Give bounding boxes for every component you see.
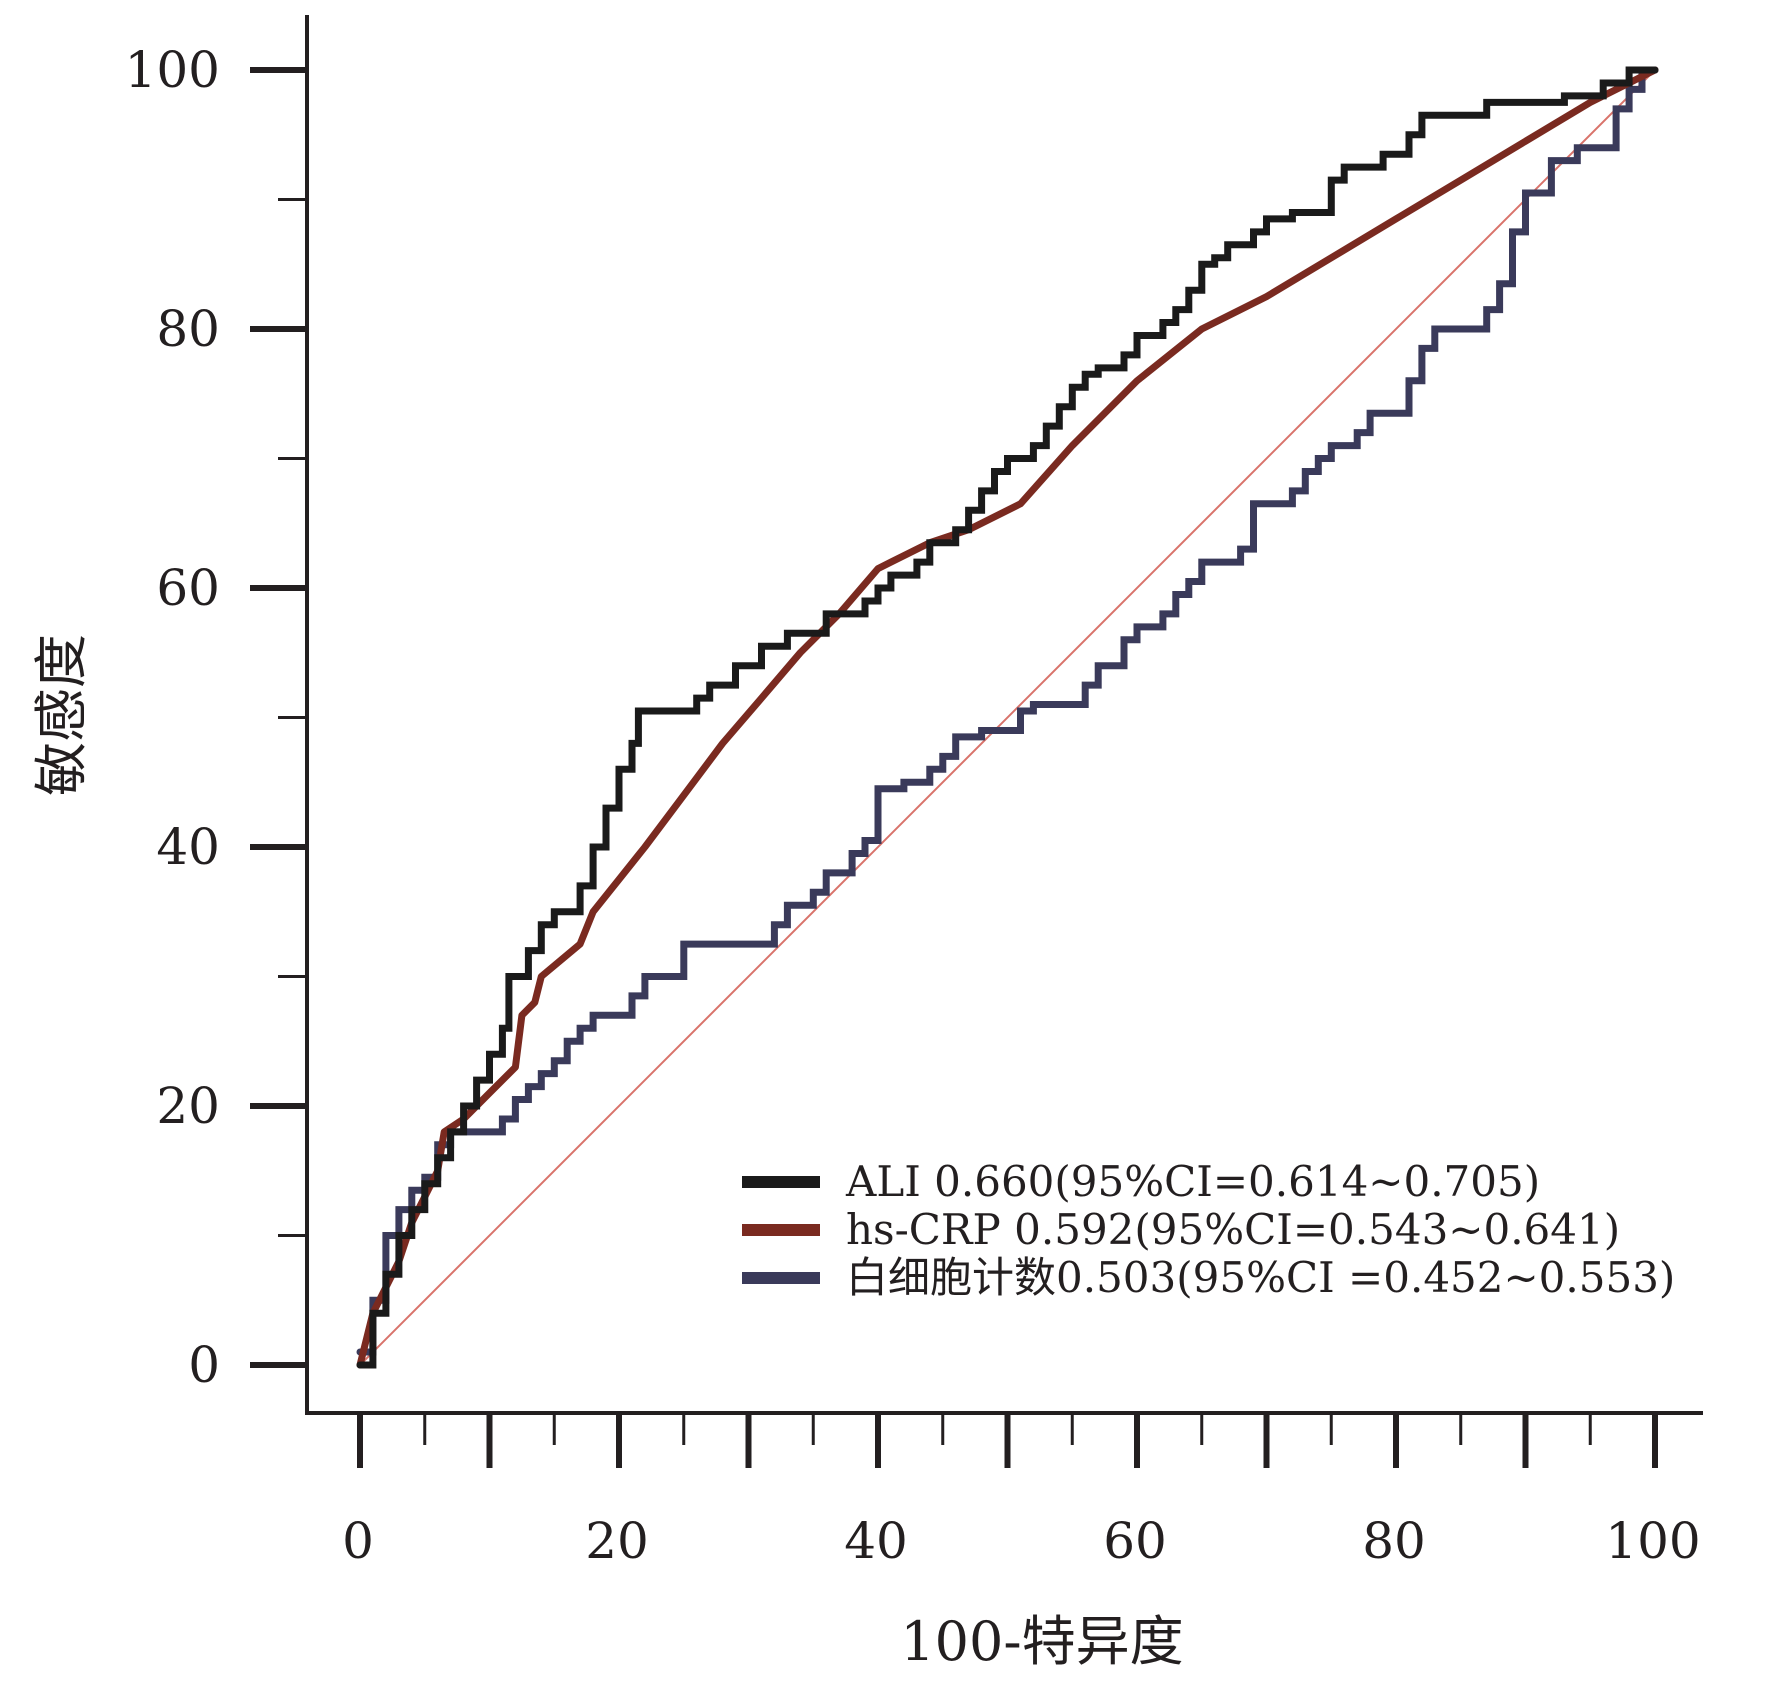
axes (250, 15, 1703, 1468)
y-axis-title: 敏感度 (30, 634, 93, 796)
tick-labels: 0 20 40 60 80 100 0 20 40 60 80 100 (125, 41, 1701, 1570)
x-tick-label: 100 (1605, 1512, 1700, 1570)
x-axis-title: 100-特异度 (900, 1610, 1183, 1673)
y-tick-label: 0 (188, 1336, 220, 1394)
reference-line (359, 69, 1656, 1366)
y-tick-label: 60 (156, 559, 220, 617)
legend-label-wbc: 白细胞计数0.503(95%CI =0.452~0.553) (846, 1253, 1675, 1302)
x-tick-label: 80 (1362, 1512, 1426, 1570)
y-tick-label: 80 (156, 300, 220, 358)
x-tick-label: 0 (342, 1512, 374, 1570)
x-tick-label: 60 (1103, 1512, 1167, 1570)
legend-label-ali: ALI 0.660(95%CI=0.614~0.705) (845, 1157, 1540, 1206)
legend: ALI 0.660(95%CI=0.614~0.705) hs-CRP 0.59… (742, 1157, 1675, 1302)
series-line-ali (356, 66, 1659, 1369)
x-tick-label: 20 (585, 1512, 649, 1570)
series-lines (356, 66, 1659, 1369)
series-line-wbc (356, 66, 1659, 1356)
x-tick-label: 40 (844, 1512, 908, 1570)
y-tick-label: 100 (125, 41, 220, 99)
legend-label-hs-crp: hs-CRP 0.592(95%CI=0.543~0.641) (846, 1205, 1620, 1254)
y-tick-label: 20 (156, 1077, 220, 1135)
reference-diagonal (359, 69, 1656, 1366)
y-tick-label: 40 (156, 818, 220, 876)
